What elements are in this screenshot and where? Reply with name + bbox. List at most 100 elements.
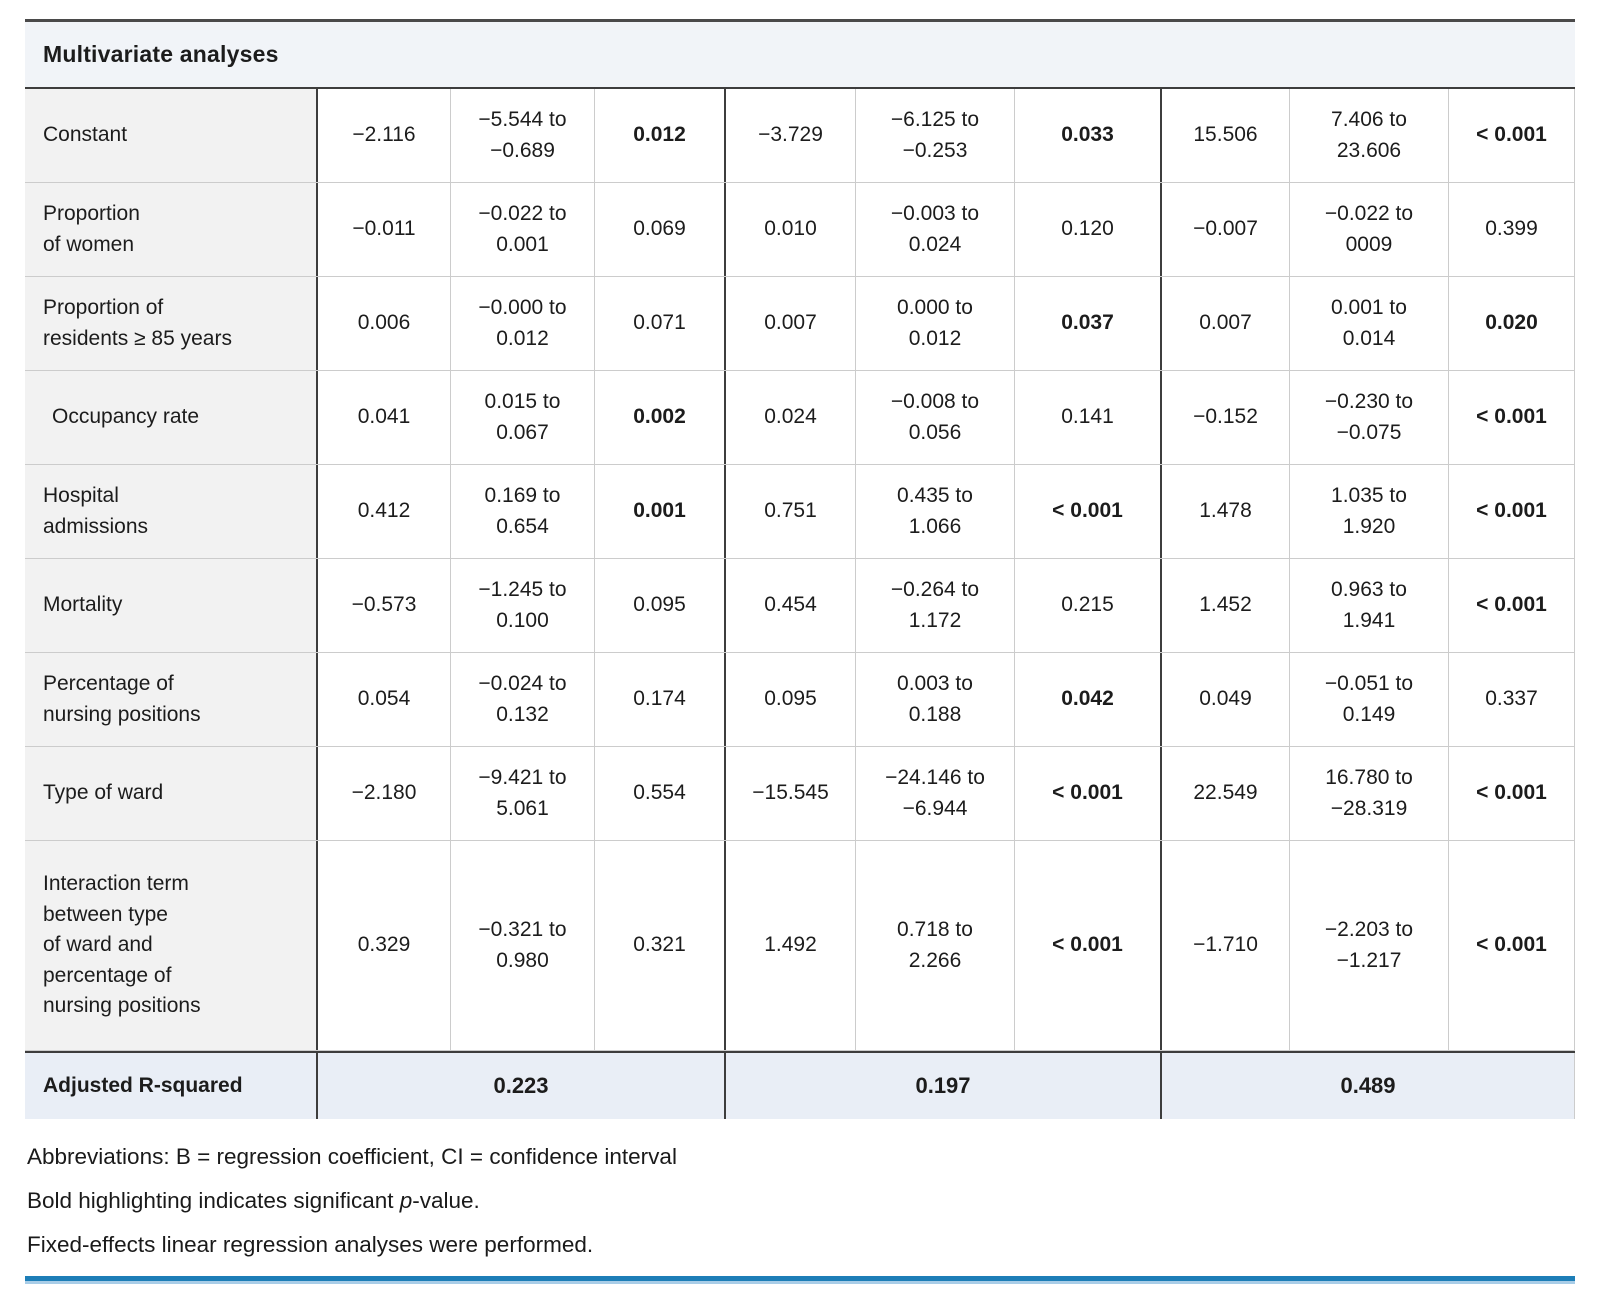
b-value: −0.152 — [1162, 371, 1290, 464]
table-row: Proportion of women −0.011 −0.022 to 0.0… — [25, 183, 1575, 277]
table-row: Constant −2.116 −5.544 to −0.689 0.012 −… — [25, 89, 1575, 183]
ci-value: 0.015 to 0.067 — [451, 371, 595, 464]
b-value: 0.049 — [1162, 653, 1290, 746]
row-label: Constant — [25, 89, 318, 182]
ci-value: −0.008 to 0.056 — [856, 371, 1015, 464]
b-value: 0.006 — [318, 277, 451, 370]
table-title: Multivariate analyses — [43, 41, 279, 67]
ci-value: −0.264 to 1.172 — [856, 559, 1015, 652]
p-value: 0.120 — [1015, 183, 1162, 276]
p-value: 0.037 — [1015, 277, 1162, 370]
table-footnotes: Abbreviations: B = regression coefficien… — [27, 1144, 1575, 1257]
ci-value: −2.203 to −1.217 — [1290, 841, 1449, 1050]
p-value: 0.001 — [595, 465, 726, 558]
b-value: −15.545 — [726, 747, 856, 840]
note-method: Fixed-effects linear regression analyses… — [27, 1231, 594, 1257]
p-value: < 0.001 — [1449, 841, 1575, 1050]
b-value: 0.041 — [318, 371, 451, 464]
ci-value: −5.544 to −0.689 — [451, 89, 595, 182]
ci-value: −0.000 to 0.012 — [451, 277, 595, 370]
row-label: Percentage of nursing positions — [25, 653, 318, 746]
b-value: 1.452 — [1162, 559, 1290, 652]
p-value: < 0.001 — [1015, 465, 1162, 558]
row-label: Interaction term between type of ward an… — [25, 841, 318, 1050]
p-value: < 0.001 — [1449, 747, 1575, 840]
b-value: 0.329 — [318, 841, 451, 1050]
ci-value: 1.035 to 1.920 — [1290, 465, 1449, 558]
ci-value: −0.051 to 0.149 — [1290, 653, 1449, 746]
b-value: 0.412 — [318, 465, 451, 558]
row-label: Type of ward — [25, 747, 318, 840]
multivariate-table: Multivariate analyses Constant −2.116 −5… — [25, 19, 1575, 1119]
row-label: Mortality — [25, 559, 318, 652]
table-row: Occupancy rate 0.041 0.015 to 0.067 0.00… — [25, 371, 1575, 465]
ci-value: 0.169 to 0.654 — [451, 465, 595, 558]
bottom-rule-shadow — [25, 1281, 1575, 1285]
b-value: 0.095 — [726, 653, 856, 746]
r-squared-value: 0.197 — [726, 1053, 1162, 1119]
ci-value: −24.146 to −6.944 — [856, 747, 1015, 840]
ci-value: −0.230 to −0.075 — [1290, 371, 1449, 464]
ci-value: −0.003 to 0.024 — [856, 183, 1015, 276]
b-value: −0.573 — [318, 559, 451, 652]
p-value: 0.174 — [595, 653, 726, 746]
ci-value: 0.003 to 0.188 — [856, 653, 1015, 746]
r-squared-row: Adjusted R-squared 0.223 0.197 0.489 — [25, 1051, 1575, 1119]
note-abbreviations: Abbreviations: B = regression coefficien… — [27, 1144, 677, 1169]
p-value: 0.069 — [595, 183, 726, 276]
table-header-band: Multivariate analyses — [25, 19, 1575, 89]
p-value: < 0.001 — [1449, 89, 1575, 182]
bottom-rule — [25, 1276, 1575, 1282]
p-value: < 0.001 — [1015, 747, 1162, 840]
table-row: Interaction term between type of ward an… — [25, 841, 1575, 1051]
table-row: Hospital admissions 0.412 0.169 to 0.654… — [25, 465, 1575, 559]
p-value: 0.399 — [1449, 183, 1575, 276]
b-value: −0.007 — [1162, 183, 1290, 276]
ci-value: 7.406 to 23.606 — [1290, 89, 1449, 182]
r-squared-label: Adjusted R-squared — [25, 1053, 318, 1119]
ci-value: 0.718 to 2.266 — [856, 841, 1015, 1050]
p-value: 0.071 — [595, 277, 726, 370]
ci-value: −0.024 to 0.132 — [451, 653, 595, 746]
ci-value: −0.022 to 0.001 — [451, 183, 595, 276]
ci-value: −1.245 to 0.100 — [451, 559, 595, 652]
r-squared-value: 0.223 — [318, 1053, 726, 1119]
p-value: 0.554 — [595, 747, 726, 840]
ci-value: −0.321 to 0.980 — [451, 841, 595, 1050]
ci-value: 0.435 to 1.066 — [856, 465, 1015, 558]
row-label: Proportion of residents ≥ 85 years — [25, 277, 318, 370]
row-label: Proportion of women — [25, 183, 318, 276]
row-label: Hospital admissions — [25, 465, 318, 558]
p-value: < 0.001 — [1449, 371, 1575, 464]
row-label: Occupancy rate — [25, 371, 318, 464]
ci-value: 16.780 to −28.319 — [1290, 747, 1449, 840]
ci-value: −0.022 to 0009 — [1290, 183, 1449, 276]
p-value: 0.033 — [1015, 89, 1162, 182]
b-value: −2.116 — [318, 89, 451, 182]
ci-value: 0.963 to 1.941 — [1290, 559, 1449, 652]
p-value: 0.321 — [595, 841, 726, 1050]
b-value: −2.180 — [318, 747, 451, 840]
table-row: Type of ward −2.180 −9.421 to 5.061 0.55… — [25, 747, 1575, 841]
b-value: −3.729 — [726, 89, 856, 182]
p-value: < 0.001 — [1449, 559, 1575, 652]
p-value: 0.141 — [1015, 371, 1162, 464]
p-value: < 0.001 — [1449, 465, 1575, 558]
b-value: 15.506 — [1162, 89, 1290, 182]
table-row: Proportion of residents ≥ 85 years 0.006… — [25, 277, 1575, 371]
b-value: 0.454 — [726, 559, 856, 652]
b-value: 0.010 — [726, 183, 856, 276]
ci-value: 0.000 to 0.012 — [856, 277, 1015, 370]
p-value: 0.042 — [1015, 653, 1162, 746]
b-value: 0.751 — [726, 465, 856, 558]
r-squared-value: 0.489 — [1162, 1053, 1575, 1119]
b-value: 0.054 — [318, 653, 451, 746]
p-value: < 0.001 — [1015, 841, 1162, 1050]
b-value: 0.024 — [726, 371, 856, 464]
ci-value: 0.001 to 0.014 — [1290, 277, 1449, 370]
p-value: 0.095 — [595, 559, 726, 652]
table-row: Mortality −0.573 −1.245 to 0.100 0.095 0… — [25, 559, 1575, 653]
table-row: Percentage of nursing positions 0.054 −0… — [25, 653, 1575, 747]
p-value: 0.337 — [1449, 653, 1575, 746]
note-bold-meaning: Bold highlighting indicates significant … — [27, 1187, 480, 1213]
